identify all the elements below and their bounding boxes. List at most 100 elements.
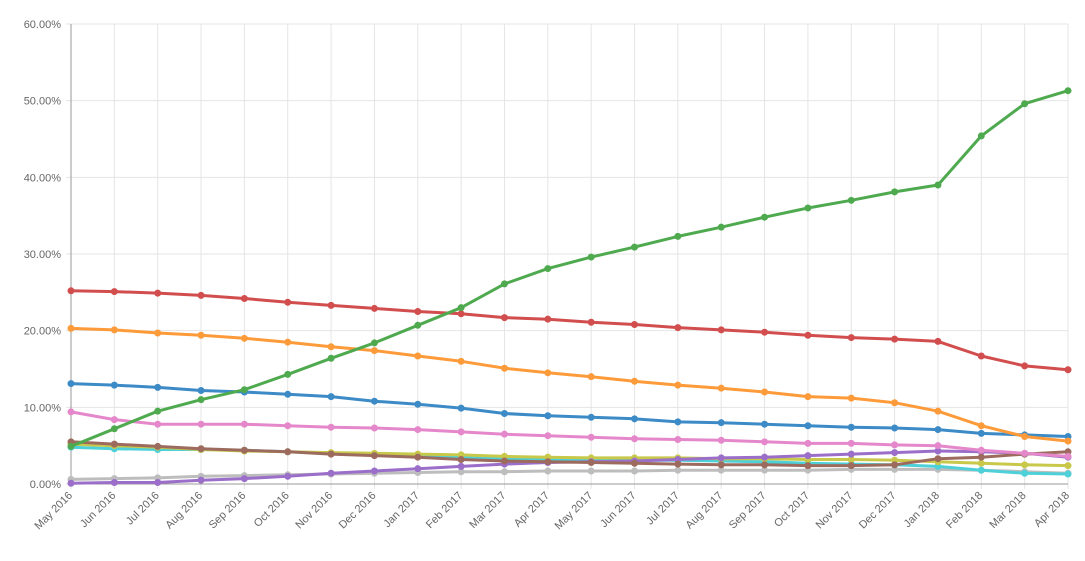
- data-point: [891, 424, 899, 432]
- y-tick-label: 0.00%: [30, 479, 61, 491]
- data-point: [717, 461, 725, 469]
- data-point: [1064, 452, 1072, 460]
- x-tick-label: Jan 2018: [902, 490, 942, 530]
- data-point: [370, 304, 378, 312]
- data-point: [457, 462, 465, 470]
- data-point: [761, 388, 769, 396]
- data-point: [154, 383, 162, 391]
- data-point: [761, 420, 769, 428]
- data-point: [414, 400, 422, 408]
- data-point: [1021, 362, 1029, 370]
- data-point: [587, 433, 595, 441]
- data-point: [977, 132, 985, 140]
- data-point: [457, 310, 465, 318]
- y-tick-label: 20.00%: [24, 326, 62, 338]
- y-tick-label: 10.00%: [24, 402, 62, 414]
- data-point: [240, 420, 248, 428]
- data-point: [154, 478, 162, 486]
- data-point: [891, 399, 899, 407]
- data-point: [717, 419, 725, 427]
- data-point: [977, 453, 985, 461]
- x-tick-label: Dec 2017: [857, 490, 899, 532]
- data-point: [370, 397, 378, 405]
- data-point: [110, 478, 118, 486]
- data-point: [457, 428, 465, 436]
- grid: [66, 23, 1069, 489]
- x-tick-label: Apr 2017: [512, 490, 552, 530]
- data-point: [284, 370, 292, 378]
- x-tick-label: Feb 2018: [944, 490, 985, 531]
- data-point: [414, 426, 422, 434]
- data-point: [500, 468, 508, 476]
- data-point: [587, 318, 595, 326]
- data-point: [67, 287, 75, 295]
- data-point: [891, 335, 899, 343]
- data-point: [847, 423, 855, 431]
- data-point: [717, 384, 725, 392]
- x-tick-label: Jan 2017: [381, 490, 421, 530]
- data-point: [847, 196, 855, 204]
- x-tick-label: Aug 2016: [163, 490, 205, 532]
- data-point: [847, 450, 855, 458]
- data-point: [1064, 462, 1072, 470]
- data-point: [631, 415, 639, 423]
- data-point: [284, 472, 292, 480]
- y-tick-label: 60.00%: [24, 19, 62, 31]
- data-point: [847, 439, 855, 447]
- data-point: [370, 452, 378, 460]
- data-point: [370, 467, 378, 475]
- data-point: [197, 445, 205, 453]
- data-point: [110, 381, 118, 389]
- data-point: [804, 439, 812, 447]
- data-point: [414, 453, 422, 461]
- x-tick-label: Nov 2017: [814, 490, 856, 532]
- data-point: [1021, 100, 1029, 108]
- data-point: [934, 181, 942, 189]
- x-tick-label: Jul 2017: [644, 490, 682, 528]
- data-point: [327, 343, 335, 351]
- series-line: [69, 467, 1070, 481]
- data-point: [284, 422, 292, 430]
- x-tick-label: Nov 2016: [293, 490, 335, 532]
- series-line: [69, 410, 1070, 458]
- data-point: [240, 475, 248, 483]
- data-point: [500, 409, 508, 417]
- data-point: [934, 407, 942, 415]
- data-point: [631, 467, 639, 475]
- y-tick-label: 40.00%: [24, 172, 62, 184]
- data-point: [240, 446, 248, 454]
- data-point: [414, 308, 422, 315]
- data-point: [934, 442, 942, 450]
- series-7: [67, 380, 1072, 440]
- data-point: [891, 449, 899, 457]
- data-point: [847, 334, 855, 342]
- data-point: [1021, 449, 1029, 457]
- data-point: [197, 396, 205, 404]
- data-point: [67, 479, 75, 487]
- x-tick-label: Sep 2016: [207, 490, 249, 532]
- series-line: [69, 326, 1070, 443]
- data-point: [631, 377, 639, 385]
- data-point: [457, 404, 465, 412]
- data-point: [544, 369, 552, 377]
- data-point: [414, 465, 422, 473]
- data-point: [67, 380, 75, 388]
- series-line: [69, 289, 1070, 372]
- data-point: [327, 423, 335, 431]
- data-point: [761, 328, 769, 336]
- x-tick-label: Aug 2017: [684, 490, 726, 532]
- data-point: [717, 326, 725, 334]
- data-point: [457, 455, 465, 463]
- x-tick-label: Jun 2016: [78, 490, 118, 530]
- data-point: [370, 347, 378, 355]
- data-point: [500, 457, 508, 465]
- data-point: [544, 432, 552, 440]
- data-point: [110, 425, 118, 433]
- data-point: [631, 435, 639, 443]
- x-tick-label: Jul 2016: [124, 490, 162, 528]
- data-point: [110, 288, 118, 296]
- data-point: [284, 338, 292, 346]
- data-point: [110, 416, 118, 424]
- data-point: [154, 420, 162, 428]
